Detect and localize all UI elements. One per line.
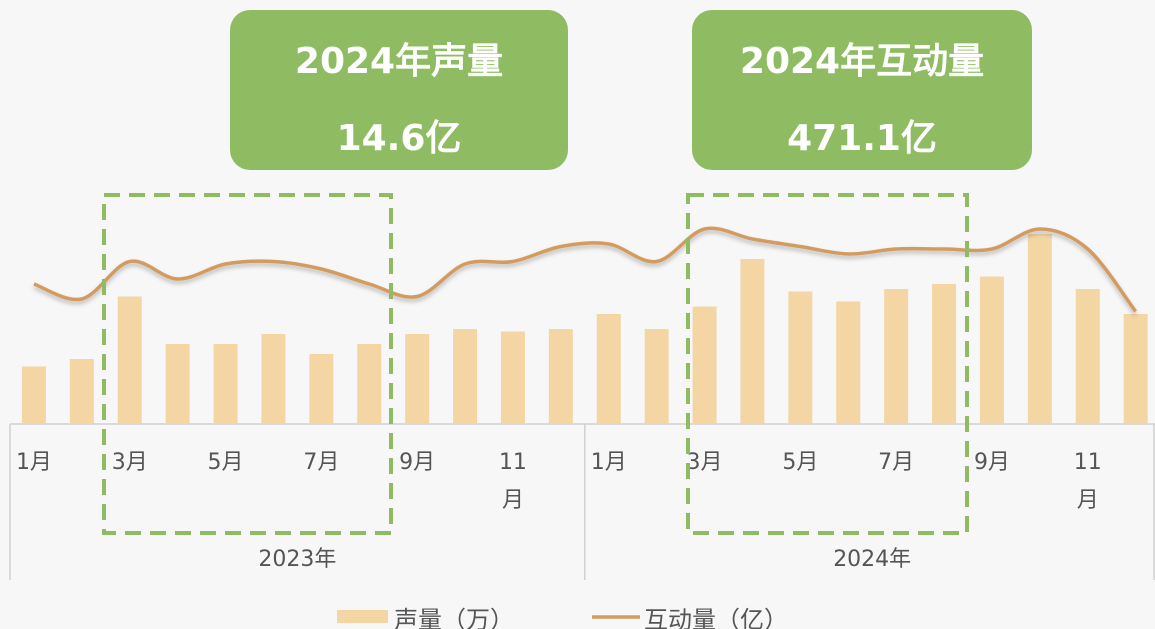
bar [357, 344, 382, 424]
x-tick-label: 3月 [112, 450, 148, 475]
callout-value: 14.6亿 [337, 118, 462, 159]
bar [1123, 314, 1148, 424]
callout-title: 2024年互动量 [740, 41, 984, 82]
x-tick-label: 11 月 [499, 450, 527, 513]
callout-box [692, 10, 1032, 170]
bar [117, 296, 142, 424]
bar [165, 344, 190, 424]
x-tick-label: 1月 [591, 450, 627, 475]
bar [596, 314, 621, 424]
bar [261, 334, 286, 424]
line [33, 226, 1138, 313]
legend-swatch [337, 610, 388, 623]
bar [500, 331, 525, 424]
x-tick-label: 5月 [208, 450, 244, 475]
legend-label: 互动量（亿） [644, 606, 788, 629]
group-label: 2024年 [833, 547, 911, 572]
callout-title: 2024年声量 [295, 41, 503, 82]
x-tick-label: 5月 [782, 450, 818, 475]
bar [836, 301, 861, 424]
x-tick-label: 9月 [399, 450, 435, 475]
bar [692, 306, 717, 424]
callout-box [230, 10, 568, 170]
bar [932, 284, 957, 424]
x-tick-label: 1月 [16, 450, 52, 475]
x-tick-label: 7月 [878, 450, 914, 475]
group-label: 2023年 [258, 547, 336, 572]
plot: 2023年 2024年 1月 3月 5月 7月 9月 11 月 1月 3月 5月 7月 9月 11 月 [9, 226, 1155, 580]
bar [453, 329, 478, 424]
bar [788, 291, 813, 424]
bar [1027, 234, 1052, 424]
highlights [102, 193, 969, 535]
highlight-box [102, 193, 393, 535]
x-tick-label: 11 月 [1074, 450, 1102, 513]
bar [644, 329, 669, 424]
bar [979, 276, 1004, 424]
bar [21, 366, 46, 424]
bar [1075, 289, 1100, 424]
bar [548, 329, 573, 424]
callouts: 2024年声量 14.6亿 2024年互动量 471.1亿 [230, 10, 1032, 170]
callout-value: 471.1亿 [787, 118, 937, 159]
x-tick-label: 7月 [303, 450, 339, 475]
bar [884, 289, 909, 424]
bar [309, 354, 334, 424]
bar [213, 344, 238, 424]
bar [69, 359, 94, 424]
bar [740, 259, 765, 424]
legend-label: 声量（万） [394, 606, 514, 629]
legend: 声量（万） 互动量（亿） [337, 606, 788, 629]
highlight-box [686, 193, 969, 535]
x-tick-label: 3月 [687, 450, 723, 475]
bar [405, 334, 430, 424]
x-tick-label: 9月 [974, 450, 1010, 475]
